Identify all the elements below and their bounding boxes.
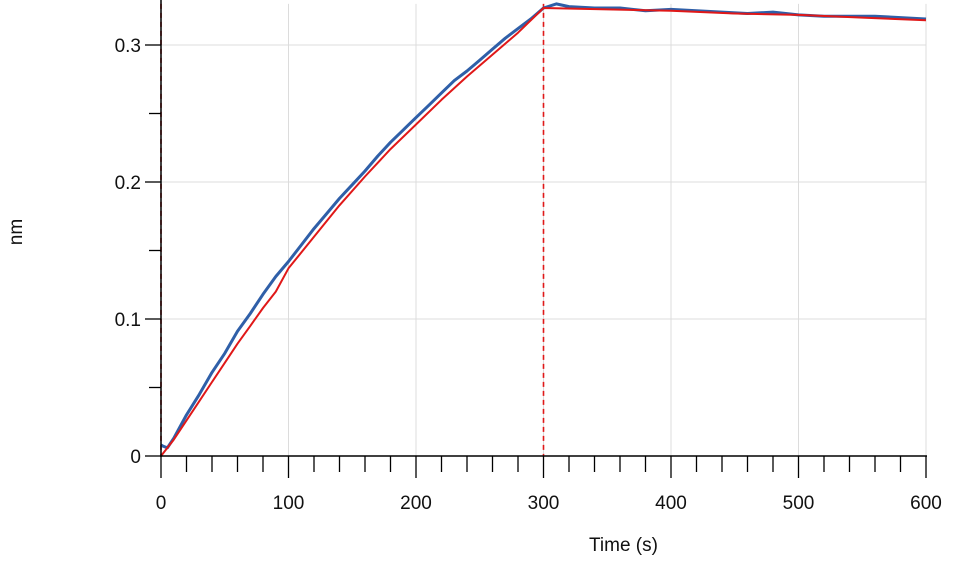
x-tick-label: 100 <box>273 493 305 514</box>
fit-line <box>160 7 927 457</box>
x-tick-label: 300 <box>528 493 560 514</box>
x-tick-label: 500 <box>783 493 815 514</box>
y-tick-label: 0.2 <box>115 173 141 194</box>
x-tick-label: 200 <box>400 493 432 514</box>
x-axis-title: Time (s) <box>589 535 658 556</box>
x-tick-label: 600 <box>910 493 942 514</box>
y-axis-ticks: 0 0.1 0.2 0.3 <box>115 36 161 468</box>
y-axis-title: nm <box>6 219 27 245</box>
series-layer <box>160 2 927 457</box>
x-tick-label: 0 <box>156 493 167 514</box>
y-tick-label: 0 <box>130 447 141 468</box>
y-tick-label: 0.3 <box>115 36 141 57</box>
x-axis-ticks: 0 100 200 300 400 500 600 <box>156 456 942 514</box>
x-tick-label: 400 <box>655 493 687 514</box>
vertical-marker-lines <box>160 3 545 456</box>
y-tick-label: 0.1 <box>115 310 141 331</box>
